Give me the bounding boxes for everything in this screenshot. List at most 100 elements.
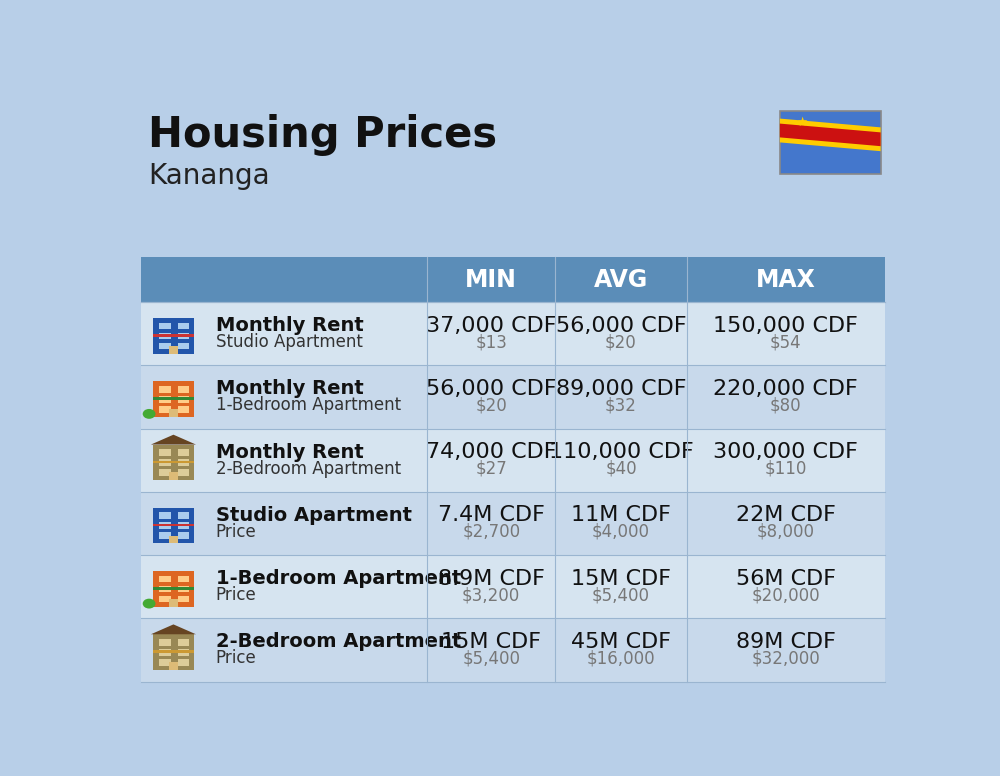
Text: 56M CDF: 56M CDF [736,569,836,589]
Bar [153,524,194,526]
Text: $27: $27 [475,459,507,477]
Text: $32,000: $32,000 [751,650,820,667]
Bar [178,342,189,349]
Bar [178,586,189,592]
Bar [140,555,885,618]
Bar [178,469,189,476]
Circle shape [143,409,155,419]
Bar [153,650,194,653]
Text: Monthly Rent: Monthly Rent [216,316,363,335]
Text: ★: ★ [796,116,808,129]
Bar [153,460,194,463]
Bar [169,662,178,670]
Polygon shape [780,119,881,151]
Bar [159,333,171,339]
Bar [159,532,171,539]
Text: 8.9M CDF: 8.9M CDF [438,569,545,589]
Text: 74,000 CDF: 74,000 CDF [426,442,556,462]
Text: $16,000: $16,000 [587,650,655,667]
Text: Housing Prices: Housing Prices [148,114,497,156]
Text: 1-Bedroom Apartment: 1-Bedroom Apartment [216,397,401,414]
Text: 110,000 CDF: 110,000 CDF [549,442,693,462]
Text: $20: $20 [605,333,637,351]
Text: 56,000 CDF: 56,000 CDF [556,316,686,336]
Bar [140,258,885,303]
Text: 15M CDF: 15M CDF [571,569,671,589]
Text: Price: Price [216,523,256,541]
Bar [159,469,171,476]
Bar [140,365,885,428]
Bar [153,397,194,400]
Bar [153,445,194,480]
Bar [178,595,189,602]
Text: $54: $54 [770,333,802,351]
Bar [153,571,194,607]
Bar [159,522,171,529]
Bar [159,649,171,656]
Text: 89M CDF: 89M CDF [736,632,836,652]
Polygon shape [151,625,196,634]
Bar [153,587,194,590]
Polygon shape [780,123,881,146]
Text: $110: $110 [765,459,807,477]
Bar [140,492,885,555]
Bar [140,428,885,492]
Text: $80: $80 [770,397,802,414]
Text: $3,200: $3,200 [462,586,520,604]
Text: Price: Price [216,650,256,667]
Bar [169,346,178,354]
Bar [169,473,178,480]
Bar [159,406,171,413]
Text: AVG: AVG [594,268,648,292]
Bar [140,303,885,365]
Text: 7.4M CDF: 7.4M CDF [438,505,545,525]
Text: Studio Apartment: Studio Apartment [216,333,363,351]
Bar [169,535,178,543]
Text: 22M CDF: 22M CDF [736,505,836,525]
Bar [178,659,189,666]
Polygon shape [151,435,196,445]
Bar [159,323,171,330]
Text: 2-Bedroom Apartment: 2-Bedroom Apartment [216,459,401,477]
Bar [159,512,171,519]
Text: MAX: MAX [756,268,816,292]
Text: Kananga: Kananga [148,162,270,190]
Bar [178,333,189,339]
Text: 45M CDF: 45M CDF [571,632,671,652]
Bar [159,576,171,583]
Bar [159,396,171,403]
Text: 37,000 CDF: 37,000 CDF [426,316,556,336]
Text: 220,000 CDF: 220,000 CDF [713,379,858,399]
Text: $40: $40 [605,459,637,477]
Text: 89,000 CDF: 89,000 CDF [556,379,686,399]
Text: 11M CDF: 11M CDF [571,505,671,525]
Text: $20,000: $20,000 [751,586,820,604]
Bar [178,512,189,519]
Text: $32: $32 [605,397,637,414]
Bar [178,532,189,539]
Text: $2,700: $2,700 [462,523,520,541]
Bar [780,111,881,174]
Bar [178,522,189,529]
Text: 15M CDF: 15M CDF [441,632,541,652]
Bar [140,618,885,681]
Bar [153,334,194,337]
Bar [159,595,171,602]
Text: 2-Bedroom Apartment: 2-Bedroom Apartment [216,632,461,651]
Bar [159,386,171,393]
Text: MIN: MIN [465,268,517,292]
Bar [178,406,189,413]
Bar [178,323,189,330]
Bar [153,381,194,417]
Text: $20: $20 [475,397,507,414]
Bar [159,342,171,349]
Bar [178,576,189,583]
Bar [178,459,189,466]
Text: 150,000 CDF: 150,000 CDF [713,316,858,336]
Text: $13: $13 [475,333,507,351]
Circle shape [143,598,155,608]
Bar [153,634,194,670]
Text: $5,400: $5,400 [462,650,520,667]
Text: $5,400: $5,400 [592,586,650,604]
Bar [169,599,178,607]
